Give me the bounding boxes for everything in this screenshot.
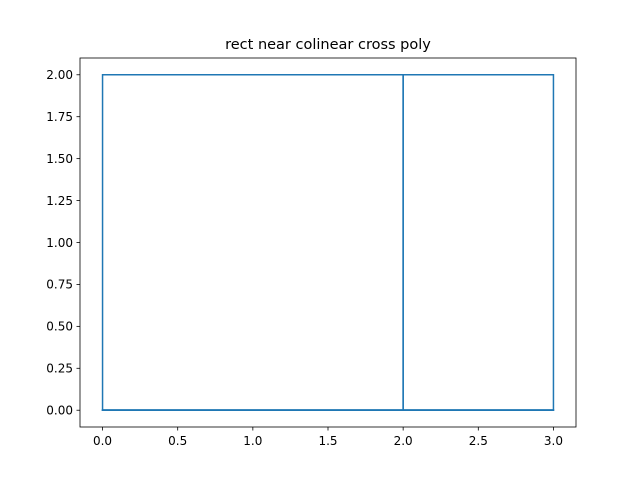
x-tick-label: 2.5: [469, 434, 488, 448]
series-line-1: [101, 74, 555, 411]
y-tick-label: 1.75: [46, 110, 73, 124]
y-tick-label: 1.00: [46, 236, 73, 250]
y-tick-label: 0.75: [46, 278, 73, 292]
y-tick-label: 0.00: [46, 404, 73, 418]
y-tick-label: 1.50: [46, 152, 73, 166]
y-tick-label: 0.25: [46, 362, 73, 376]
x-tick-label: 1.0: [243, 434, 262, 448]
axes-frame: [79, 57, 577, 428]
x-tick-label: 0.0: [93, 434, 112, 448]
x-tick-label: 1.5: [318, 434, 337, 448]
x-tick-label: 2.0: [394, 434, 413, 448]
x-tick-label: 0.5: [168, 434, 187, 448]
y-tick-label: 1.25: [46, 194, 73, 208]
chart-title: rect near colinear cross poly: [225, 37, 431, 53]
y-tick-label: 0.50: [46, 320, 73, 334]
x-tick-label: 3.0: [544, 434, 563, 448]
series-line-2: [101, 74, 404, 411]
y-tick-label: 2.00: [46, 68, 73, 82]
